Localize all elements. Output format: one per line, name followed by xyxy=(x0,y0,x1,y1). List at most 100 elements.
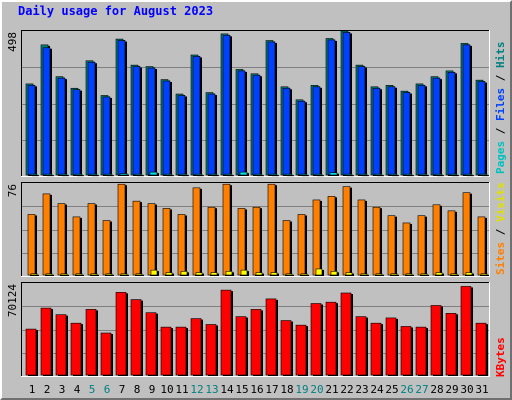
bar-pages-day-27-shadow xyxy=(422,175,429,177)
bar-pages-day-18-shadow xyxy=(287,175,294,177)
day-label-4: 4 xyxy=(74,383,81,396)
bar-kbytes-day-13 xyxy=(205,324,217,376)
bar-sites-day-17 xyxy=(270,272,278,276)
bar-pages-day-2-shadow xyxy=(47,175,54,177)
bar-sites-day-26-shadow xyxy=(408,274,414,276)
bar-files-day-18 xyxy=(282,87,291,176)
bar-sites-day-22 xyxy=(345,272,353,276)
bar-visits-day-10 xyxy=(162,208,171,276)
bar-pages-day-16 xyxy=(254,173,263,176)
bar-kbytes-day-28 xyxy=(430,305,442,376)
day-label-31: 31 xyxy=(475,383,488,396)
bar-sites-day-24-shadow xyxy=(378,274,384,276)
bar-sites-day-24 xyxy=(375,273,383,276)
bar-pages-day-22-shadow xyxy=(347,175,354,177)
bar-sites-day-13 xyxy=(210,272,218,276)
bar-pages-day-21 xyxy=(329,172,338,176)
bar-kbytes-day-6 xyxy=(100,332,112,376)
bar-pages-day-22 xyxy=(344,173,353,176)
bar-kbytes-day-22 xyxy=(340,292,352,376)
bar-sites-day-8-shadow xyxy=(138,274,144,276)
day-label-19: 19 xyxy=(295,383,308,396)
bar-sites-day-2-shadow xyxy=(48,274,54,276)
bar-visits-day-28 xyxy=(432,204,441,276)
day-label-13: 13 xyxy=(205,383,218,396)
bar-files-day-25 xyxy=(387,86,396,176)
bar-files-day-23 xyxy=(357,66,366,176)
day-label-17: 17 xyxy=(265,383,278,396)
bar-sites-day-23 xyxy=(360,273,368,276)
bar-pages-day-28 xyxy=(434,173,443,176)
bar-kbytes-day-12 xyxy=(190,318,202,376)
bar-visits-day-5 xyxy=(87,203,96,276)
bar-pages-day-8-shadow xyxy=(137,175,144,177)
panel-max-label-2: 70124 xyxy=(6,284,19,317)
bar-pages-day-6-shadow xyxy=(107,175,114,177)
bar-sites-day-1-shadow xyxy=(33,274,39,276)
bar-visits-day-9 xyxy=(147,203,156,276)
bar-pages-day-29 xyxy=(449,173,458,176)
bar-sites-day-18-shadow xyxy=(288,274,294,276)
bar-visits-day-4 xyxy=(72,216,81,276)
day-label-23: 23 xyxy=(355,383,368,396)
day-label-16: 16 xyxy=(250,383,263,396)
bar-sites-day-27 xyxy=(420,273,428,276)
bar-sites-day-10 xyxy=(165,272,173,276)
bar-visits-day-24 xyxy=(372,206,381,276)
bar-pages-day-3 xyxy=(59,173,68,176)
bar-pages-day-25 xyxy=(389,173,398,176)
day-label-29: 29 xyxy=(445,383,458,396)
bar-sites-day-6-shadow xyxy=(108,274,114,276)
bar-files-day-11 xyxy=(177,95,186,176)
bar-sites-day-9 xyxy=(150,269,158,276)
bar-pages-day-1 xyxy=(29,173,38,176)
bar-visits-day-31 xyxy=(477,216,486,276)
bar-pages-day-16-shadow xyxy=(257,175,264,177)
bar-visits-day-30 xyxy=(462,192,471,276)
bar-pages-day-5 xyxy=(89,173,98,176)
bar-files-day-8 xyxy=(132,66,141,176)
bar-visits-day-11 xyxy=(177,214,186,276)
day-label-2: 2 xyxy=(44,383,51,396)
day-label-18: 18 xyxy=(280,383,293,396)
bar-sites-day-3-shadow xyxy=(63,274,69,276)
day-label-11: 11 xyxy=(175,383,188,396)
bar-files-day-29 xyxy=(447,72,456,176)
bar-files-day-1 xyxy=(27,85,36,176)
bar-pages-day-10 xyxy=(164,173,173,176)
day-label-6: 6 xyxy=(104,383,111,396)
bar-visits-day-27 xyxy=(417,215,426,276)
bar-sites-day-31 xyxy=(480,273,488,276)
bar-pages-day-30-shadow xyxy=(467,175,474,177)
bar-files-day-20 xyxy=(312,86,321,176)
bar-pages-day-13-shadow xyxy=(212,175,219,177)
bar-visits-day-22 xyxy=(342,186,351,276)
bar-pages-day-24 xyxy=(374,173,383,176)
bar-kbytes-day-4 xyxy=(70,322,82,376)
bar-pages-day-28-shadow xyxy=(437,175,444,177)
bar-files-day-28 xyxy=(432,77,441,176)
bar-pages-day-17-shadow xyxy=(272,175,279,177)
bar-pages-day-24-shadow xyxy=(377,175,384,177)
bar-pages-day-14 xyxy=(224,173,233,176)
bar-sites-day-28 xyxy=(435,272,443,276)
bar-pages-day-26-shadow xyxy=(407,175,414,177)
day-label-30: 30 xyxy=(460,383,473,396)
panel-max-label-0: 498 xyxy=(6,32,19,52)
bar-pages-day-11 xyxy=(179,173,188,176)
day-label-15: 15 xyxy=(235,383,248,396)
bar-files-day-21 xyxy=(327,39,336,176)
bar-kbytes-day-14 xyxy=(220,289,232,376)
bar-sites-day-5 xyxy=(90,273,98,276)
bar-pages-day-4 xyxy=(74,173,83,176)
bar-visits-day-20 xyxy=(312,199,321,276)
bar-pages-day-18 xyxy=(284,173,293,176)
bar-sites-day-7 xyxy=(120,273,128,276)
bar-pages-day-19 xyxy=(299,173,308,176)
bar-files-day-24 xyxy=(372,87,381,176)
bar-pages-day-23-shadow xyxy=(362,175,369,177)
bar-pages-day-9 xyxy=(149,171,158,176)
bar-kbytes-day-27 xyxy=(415,326,427,376)
bar-files-day-22 xyxy=(342,32,351,176)
bar-pages-day-19-shadow xyxy=(302,175,309,177)
